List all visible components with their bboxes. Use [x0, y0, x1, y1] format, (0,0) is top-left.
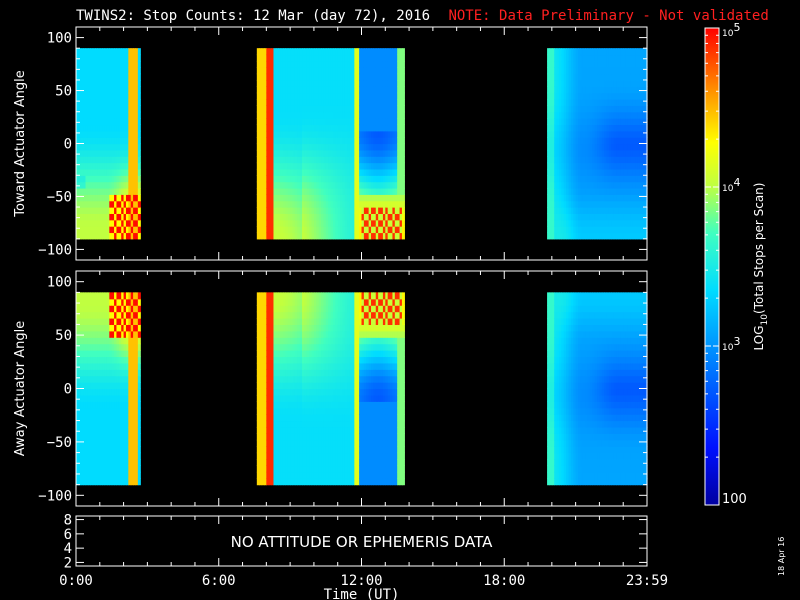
panel-top: −100 −50 0 50 100 Toward Actuator Angle: [13, 26, 648, 261]
page-title: TWINS2: Stop Counts: 12 Mar (day 72), 20…: [76, 6, 769, 26]
x-tick-label: 6:00: [202, 573, 236, 589]
y-tick-label: 50: [55, 328, 72, 344]
colorbar-tick-label: 104: [722, 176, 740, 194]
title-main: TWINS2: Stop Counts: 12 Mar (day 72), 20…: [76, 8, 431, 24]
x-axis-label: Time (UT): [324, 587, 400, 600]
colorbar-gradient: [705, 28, 719, 505]
panel-middle: −100 −50 0 50 100 Away Actuator Angle: [13, 270, 648, 507]
x-tick-label: 23:59: [626, 573, 668, 589]
colorbar-tick-label: 105: [722, 21, 740, 39]
y-tick-label: 100: [47, 31, 72, 47]
y-tick-label: −50: [47, 435, 72, 451]
y-tick-label: 6: [64, 527, 72, 543]
colorbar-tick-label: 100: [722, 492, 747, 507]
heatmap-cells: [76, 48, 648, 240]
y-tick-label: 50: [55, 84, 72, 100]
y-tick-label: −100: [38, 242, 72, 258]
y-tick-label: −100: [38, 488, 72, 504]
y-axis-label: Toward Actuator Angle: [13, 70, 28, 217]
y-tick-label: 2: [64, 555, 72, 571]
no-data-message: NO ATTITUDE OR EPHEMERIS DATA: [231, 533, 494, 551]
colorbar-frame: [704, 27, 720, 506]
y-tick-label: 4: [64, 541, 72, 557]
colorbar-label: LOG10(Total Stops per Scan): [752, 183, 770, 351]
y-tick-label: 0: [64, 137, 72, 153]
y-tick-label: 100: [47, 275, 72, 291]
date-stamp: 18 Apr 16: [777, 536, 786, 576]
title-note: NOTE: Data Preliminary - Not validated: [448, 8, 769, 24]
x-tick-label: 12:00: [340, 573, 382, 589]
x-tick-label: 0:00: [59, 573, 93, 589]
colorbar: 100 103 104 105 LOG10(Total Stops per Scan): [704, 21, 770, 507]
y-tick-label: 0: [64, 382, 72, 398]
x-tick-label: 18:00: [483, 573, 525, 589]
y-axis-label: Away Actuator Angle: [13, 321, 28, 456]
colorbar-tick-label: 103: [722, 335, 740, 353]
y-tick-label: −50: [47, 189, 72, 205]
heatmap-cells: [76, 292, 648, 486]
y-tick-label: 8: [64, 513, 72, 529]
panels-layer: −100 −50 0 50 100 Toward Actuator Angle −100 −5…: [13, 26, 668, 600]
